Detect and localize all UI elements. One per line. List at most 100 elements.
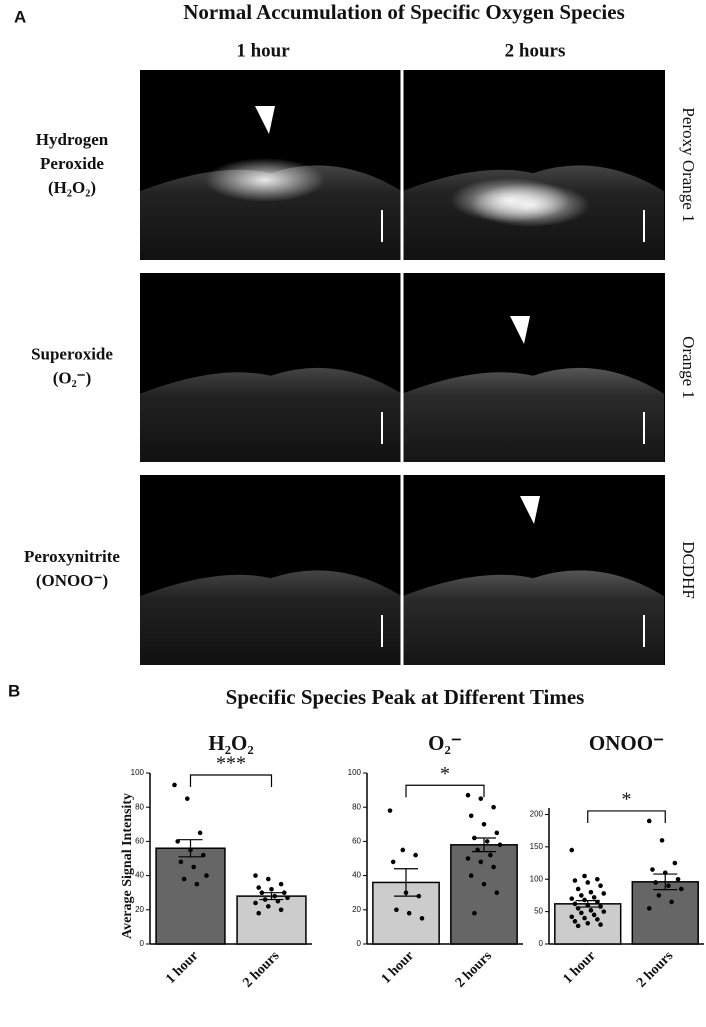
signal-glow — [470, 183, 590, 227]
data-point — [591, 895, 597, 900]
y-tick-label: 80 — [135, 802, 144, 811]
data-point — [472, 835, 477, 841]
data-point — [468, 813, 474, 819]
significance: * — [622, 789, 632, 811]
panel-a: A Normal Accumulation of Specific Oxygen… — [14, 0, 625, 61]
data-point — [416, 893, 422, 899]
data-point — [275, 898, 281, 904]
data-point — [188, 847, 193, 853]
data-point — [595, 917, 600, 922]
data-point — [601, 891, 607, 896]
data-point — [588, 908, 594, 913]
data-point — [394, 907, 399, 913]
bar — [155, 847, 226, 945]
x-tick-label: 2 hours — [240, 948, 283, 991]
significance: * — [440, 763, 450, 785]
data-point — [191, 864, 196, 870]
panel-letter: A — [14, 7, 26, 26]
y-tick-label: 20 — [352, 905, 361, 914]
x-tick-label: 1 hour — [163, 948, 201, 986]
data-point — [598, 904, 603, 909]
y-tick-label: 40 — [135, 871, 144, 880]
bar — [554, 903, 622, 945]
y-tick-label: 50 — [534, 907, 543, 916]
bar — [631, 881, 699, 945]
data-point — [266, 904, 271, 909]
bar — [450, 844, 518, 945]
row-label: Hydrogen — [36, 130, 109, 149]
data-point — [413, 852, 418, 858]
chart-title: ONOO⁻ — [589, 731, 664, 755]
tissue — [402, 570, 664, 665]
data-point — [646, 906, 652, 911]
data-point — [266, 876, 271, 882]
data-point — [253, 900, 258, 906]
significance-bracket — [587, 810, 666, 823]
data-point — [481, 822, 487, 827]
data-point — [585, 880, 591, 885]
data-point — [601, 909, 607, 914]
arrowhead — [255, 106, 275, 134]
data-point — [481, 881, 487, 887]
significance: *** — [216, 753, 246, 775]
row-label: (O₂⁻) — [53, 368, 92, 387]
y-tick-label: 0 — [140, 939, 145, 948]
data-point — [569, 847, 575, 853]
tissue — [140, 165, 402, 260]
data-point — [278, 907, 284, 913]
row-label: Superoxide — [31, 344, 113, 363]
row-label: (ONOO⁻) — [36, 571, 108, 590]
data-point — [569, 914, 575, 920]
x-tick-label: 2 hours — [453, 948, 496, 991]
data-point — [285, 895, 290, 901]
y-tick-label: 60 — [352, 837, 361, 846]
data-point — [572, 901, 578, 907]
panel-title: Specific Species Peak at Different Times — [226, 685, 585, 709]
data-point — [666, 883, 671, 889]
data-point — [259, 890, 265, 895]
probe-label: DCDHF — [679, 541, 698, 599]
data-point — [582, 897, 587, 903]
data-point — [475, 847, 480, 853]
data-point — [400, 847, 406, 853]
data-point — [272, 893, 278, 899]
significance-bracket — [405, 784, 485, 798]
data-point — [662, 870, 668, 876]
data-point — [465, 856, 471, 861]
data-point — [598, 883, 603, 889]
significance-bracket — [189, 774, 273, 787]
data-point — [488, 852, 493, 858]
data-point — [575, 923, 581, 929]
data-point — [569, 896, 575, 901]
data-point — [650, 867, 655, 872]
chart-title: O₂⁻ — [428, 731, 462, 755]
y-tick-label: 80 — [352, 802, 361, 811]
data-point — [201, 852, 206, 858]
y-tick-label: 200 — [530, 810, 544, 819]
y-tick-label: 100 — [348, 768, 362, 777]
arrowhead — [520, 496, 540, 524]
data-point — [478, 859, 484, 865]
data-point — [484, 839, 490, 844]
data-point — [178, 859, 184, 865]
data-point — [678, 886, 684, 892]
y-tick-label: 60 — [135, 837, 144, 846]
row-label: Peroxynitrite — [24, 547, 120, 566]
y-tick-label: 100 — [530, 874, 544, 883]
data-point — [598, 922, 603, 927]
data-point — [269, 886, 274, 892]
data-point — [591, 912, 597, 918]
data-point — [659, 838, 665, 843]
data-point — [588, 889, 594, 895]
data-point — [390, 859, 396, 865]
probe-label: Peroxy Orange 1 — [679, 107, 698, 222]
data-point — [403, 890, 409, 895]
y-tick-label: 20 — [135, 905, 144, 914]
data-point — [494, 890, 500, 895]
y-tick-label: 40 — [352, 871, 361, 880]
data-point — [491, 864, 496, 870]
y-axis-label: Average Signal Intensity — [120, 793, 135, 939]
data-point — [194, 881, 200, 887]
data-point — [175, 839, 180, 844]
data-point — [646, 818, 652, 824]
